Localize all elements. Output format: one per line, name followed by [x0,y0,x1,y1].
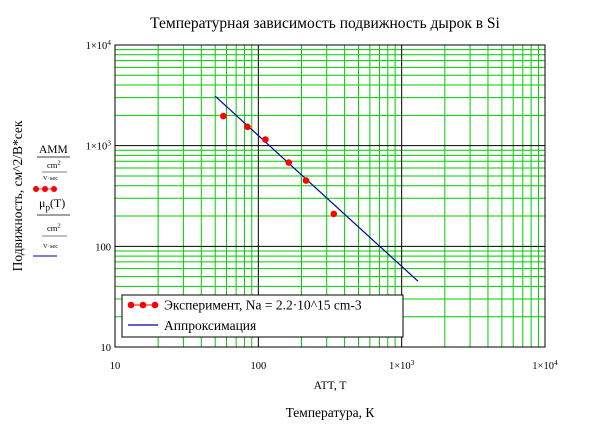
legend-box [121,294,404,338]
x-tick-label: 100 [250,361,266,372]
left-legend-s1-numerator: AMM [39,144,68,156]
x-tick-labels: 10 100 1×103 1×104 [110,358,558,372]
left-legend-s2-function: μp(T) [39,196,65,213]
left-legend-s2-den-sub: V·sec [43,243,58,250]
x-tick-label: 1×103 [389,358,415,372]
data-point [220,112,227,120]
y-axis-label: Подвижность, см^2/B*сек [10,120,25,271]
chart-title: Температурная зависимость подвижность ды… [150,15,500,32]
y-tick-label: 100 [95,242,111,253]
y-tick-label: 1×104 [86,38,112,52]
left-legend-s1-den-sub: V·sec [43,175,58,182]
data-point [262,136,269,143]
legend-label-approximation: Аппроксимация [164,318,256,333]
x-axis-inner-label: ATT, T [314,380,347,392]
data-point [302,177,310,184]
data-point [330,210,338,218]
y-tick-labels: 10 100 1×103 1×104 [86,38,112,354]
legend-marker-experiment [127,301,159,309]
legend: Эксперимент, Na = 2.2·10^15 cm-3 Аппрокс… [121,294,404,338]
y-tick-label: 10 [101,343,112,354]
x-axis-label: Температура, К [286,405,376,420]
data-point [244,123,251,131]
left-legend-s1-marker [33,186,57,192]
x-tick-label: 1×104 [532,358,558,372]
x-tick-label: 10 [110,361,121,372]
legend-label-experiment: Эксперимент, Na = 2.2·10^15 cm-3 [164,298,362,313]
experiment-series [220,112,338,218]
data-point [285,159,293,166]
y-tick-label: 1×103 [86,139,112,153]
left-legend: AMM cm2 V·sec μp(T) cm2 V·sec [33,144,70,257]
left-legend-s2-denominator: cm2 [47,223,61,234]
left-legend-s1-denominator: cm2 [47,160,61,171]
plot-frame [114,44,546,348]
